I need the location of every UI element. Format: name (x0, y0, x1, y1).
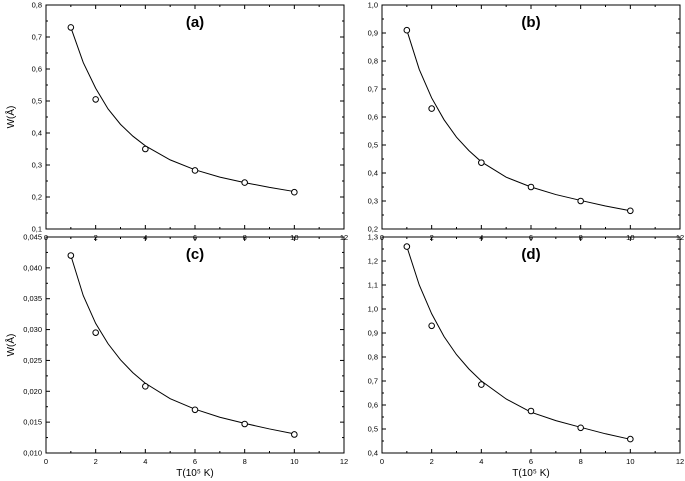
y-tick-label: 0,010 (23, 449, 42, 458)
data-point (67, 252, 75, 259)
data-point (428, 322, 435, 330)
x-tick-label: 2 (430, 457, 434, 466)
plot-frame (45, 4, 345, 230)
y-axis-title: W(Å) (4, 334, 17, 357)
y-tick-label: 0,7 (368, 85, 378, 94)
x-tick-label: 12 (340, 457, 348, 466)
data-point (191, 406, 199, 414)
y-tick-label: 0,3 (368, 197, 378, 206)
data-point (291, 188, 298, 196)
plot-frame (381, 236, 681, 454)
data-point (191, 167, 199, 174)
data-point (428, 105, 435, 112)
x-tick-label: 4 (143, 457, 147, 466)
x-tick-label: 4 (479, 457, 483, 466)
data-point (627, 207, 634, 215)
data-point (478, 381, 485, 388)
data-point (627, 435, 634, 443)
y-tick-label: 0,8 (32, 1, 42, 10)
data-point (241, 420, 248, 428)
x-tick-label: 2 (94, 457, 98, 466)
x-tick-label: 8 (579, 457, 583, 466)
fit-curve (406, 30, 631, 212)
y-tick-label: 0,7 (368, 377, 378, 386)
chart-panel-d: 0 2 4 6 8 10 12 0,4 0,5 0,6 0,7 0,8 0,9 1,0 1,1 1,2 1,3 (… (368, 233, 685, 480)
y-tick-label: 0,015 (23, 418, 42, 427)
panel-label: (a) (186, 14, 204, 31)
chart-panel-c: 0 2 4 6 8 10 12 0,010 0,015 0,020 0,025 0,030 0,035 0… (4, 233, 348, 480)
data-point (67, 24, 75, 31)
fit-curve (70, 255, 295, 435)
y-tick-label: 0,4 (368, 169, 378, 178)
data-point (527, 407, 535, 415)
data-point (403, 243, 411, 250)
data-point (241, 179, 248, 186)
y-tick-label: 0,040 (23, 263, 42, 272)
x-tick-label: 6 (193, 457, 197, 466)
panel-label: (c) (186, 246, 204, 263)
data-point (142, 145, 149, 153)
data-point (92, 329, 99, 336)
plot-frame (381, 4, 681, 230)
y-tick-label: 1,3 (368, 233, 378, 242)
data-point (577, 197, 584, 205)
x-tick-label: 0 (380, 457, 384, 466)
x-tick-label: 12 (676, 457, 684, 466)
panel-label: (d) (521, 246, 540, 263)
y-tick-label: 0,8 (368, 57, 378, 66)
plot-frame (45, 236, 345, 454)
x-tick-label: 10 (626, 457, 634, 466)
x-axis-title: T(10⁵ K) (512, 468, 550, 479)
y-tick-label: 0,1 (32, 225, 42, 234)
y-tick-label: 0,5 (368, 141, 378, 150)
y-tick-label: 0,045 (23, 233, 42, 242)
y-tick-label: 0,5 (32, 97, 42, 106)
y-tick-label: 0,025 (23, 356, 42, 365)
y-tick-label: 1,2 (368, 257, 378, 266)
y-tick-label: 0,020 (23, 387, 42, 396)
y-tick-label: 0,7 (32, 33, 42, 42)
data-point (142, 383, 149, 390)
y-tick-label: 1,0 (368, 1, 378, 10)
x-tick-label: 0 (44, 457, 48, 466)
y-tick-label: 0,5 (368, 425, 378, 434)
data-point (577, 424, 584, 432)
panel-label: (b) (521, 14, 540, 31)
y-tick-label: 1,0 (368, 305, 378, 314)
x-tick-label: 8 (243, 457, 247, 466)
x-axis-title: T(10⁵ K) (176, 468, 214, 479)
y-axis-title: W(Å) (4, 106, 17, 129)
y-tick-label: 0,4 (32, 129, 42, 138)
y-tick-label: 0,9 (368, 29, 378, 38)
x-tick-label: 10 (290, 457, 298, 466)
x-tick-label: 6 (529, 457, 533, 466)
y-tick-label: 0,6 (368, 113, 378, 122)
y-tick-label: 0,030 (23, 325, 42, 334)
data-point (403, 26, 411, 34)
y-tick-label: 0,6 (32, 65, 42, 74)
fit-curve (70, 27, 295, 193)
y-tick-label: 0,2 (368, 225, 378, 234)
data-point (92, 96, 99, 103)
fit-curve (406, 246, 631, 440)
y-tick-label: 0,035 (23, 294, 42, 303)
y-tick-label: 0,8 (368, 353, 378, 362)
y-tick-label: 0,6 (368, 401, 378, 410)
y-tick-label: 0,4 (368, 449, 378, 458)
data-point (527, 183, 535, 191)
data-point (478, 159, 485, 166)
y-tick-label: 0,2 (32, 193, 42, 202)
y-tick-label: 1,1 (368, 281, 378, 290)
y-tick-label: 0,3 (32, 161, 42, 170)
data-point (291, 431, 298, 438)
y-tick-label: 0,9 (368, 329, 378, 338)
